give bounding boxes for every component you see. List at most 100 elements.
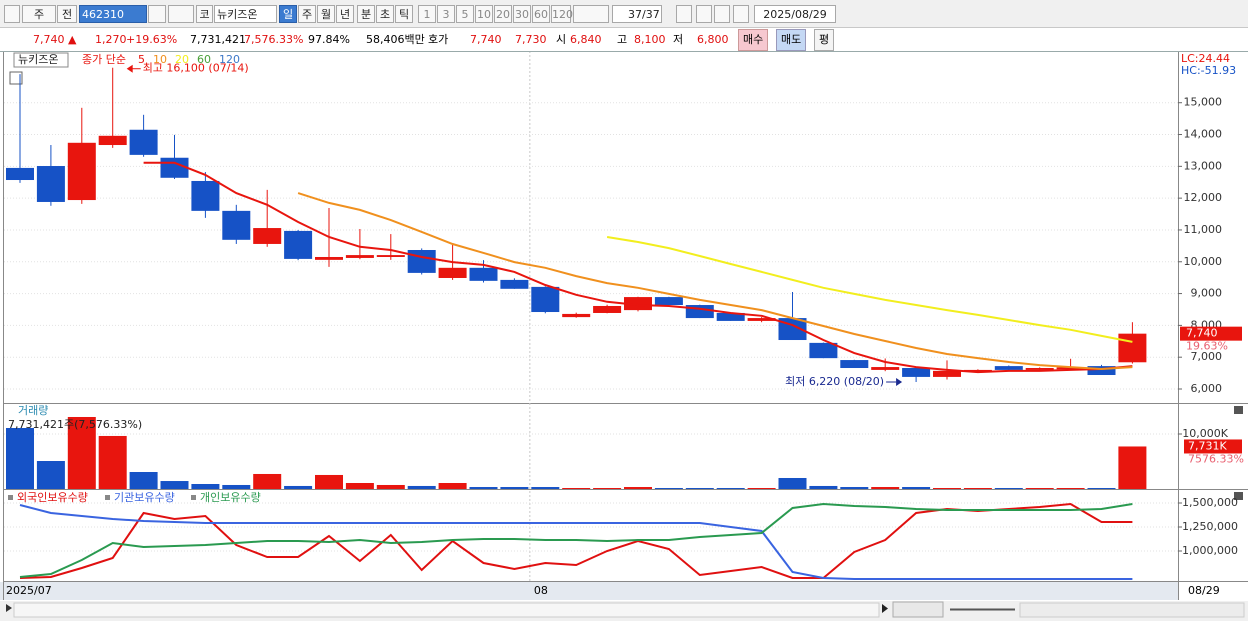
interval-button[interactable]: 20 [494, 5, 512, 23]
table-icon[interactable] [9, 71, 23, 85]
y-tick-label: 9,000 [1191, 287, 1223, 300]
moving-average-line [606, 236, 1133, 343]
code-input[interactable]: 462310 [79, 5, 147, 23]
volume-bar [747, 488, 776, 489]
tool-button[interactable] [696, 5, 712, 23]
period-button[interactable]: 분 [357, 5, 375, 23]
scroll-track[interactable] [13, 602, 880, 618]
period-button[interactable]: 틱 [395, 5, 413, 23]
interval-button[interactable]: 10 [475, 5, 493, 23]
price-tag-label: 7,740 [1186, 327, 1218, 340]
low: 6,800 [697, 33, 729, 46]
settings-button[interactable] [733, 5, 749, 23]
legend-swatch [8, 495, 13, 500]
y-tick-label: 14,000 [1184, 128, 1223, 141]
scroll-left[interactable] [6, 604, 12, 612]
period-button[interactable]: 월 [317, 5, 335, 23]
open-label: 시 [556, 33, 567, 46]
legend-box [13, 52, 69, 68]
ask: 7,740 [470, 33, 502, 46]
interval-button[interactable]: 60 [532, 5, 550, 23]
search-button[interactable] [148, 5, 166, 23]
high: 8,100 [634, 33, 666, 46]
legend-item: 외국인보유수량 [17, 491, 88, 504]
volume-bar [1025, 488, 1054, 489]
y-tick-label: 15,000 [1184, 96, 1223, 109]
candle-body [809, 342, 838, 359]
avg-button[interactable]: 평 [814, 29, 835, 51]
volume-bar [315, 474, 343, 489]
interval-select[interactable] [573, 5, 609, 23]
interval-button[interactable]: 120 [551, 5, 573, 23]
volume-bar [716, 488, 745, 489]
sound-button[interactable] [168, 5, 194, 23]
y-tick-label: 12,000 [1184, 191, 1223, 204]
count-input[interactable]: 37 [612, 5, 642, 23]
interval-button[interactable]: 1 [418, 5, 436, 23]
save-button[interactable] [714, 5, 730, 23]
volume-bar [654, 488, 683, 489]
candle-body [593, 305, 622, 313]
volume-bar [1056, 488, 1085, 489]
x-tick-label: 08 [534, 584, 548, 597]
volume-bar [407, 485, 436, 489]
period-button[interactable]: 일 [279, 5, 297, 23]
volume-bar [685, 488, 714, 489]
volume-bar [624, 487, 652, 489]
volume-bar [6, 427, 34, 489]
date-input[interactable]: 2025/08/29 [754, 5, 836, 23]
buy-button[interactable]: 매수 [738, 29, 769, 51]
candle-body [840, 360, 869, 369]
legend-swatch [105, 495, 110, 500]
tool-icons[interactable] [1019, 602, 1245, 618]
volume-tag-label: 7,731K [1188, 439, 1227, 452]
candle-body [747, 318, 776, 321]
interval-button[interactable]: 30 [513, 5, 531, 23]
y-tick-label: 11,000 [1184, 223, 1223, 236]
sell-button[interactable]: 매도 [776, 29, 807, 51]
period-button[interactable]: 주 [298, 5, 316, 23]
x-tick-label: 08/29 [1188, 584, 1220, 597]
tool-button[interactable] [676, 5, 692, 23]
close-panel-button[interactable] [1234, 406, 1243, 414]
y-tick-label: 7,000 [1191, 350, 1223, 363]
amount: 58,406백만 [366, 33, 425, 46]
interval-button[interactable]: 3 [437, 5, 455, 23]
code-type-button[interactable]: 코 [196, 5, 213, 23]
menu-icon[interactable] [4, 5, 20, 23]
moving-average-line [143, 161, 1133, 374]
candle-body [562, 313, 591, 318]
candle-body [253, 228, 282, 244]
candle-body [500, 279, 529, 289]
interval-button[interactable]: 5 [456, 5, 474, 23]
y-tick-label: 6,000 [1191, 382, 1223, 395]
y-tick-label: 1,500,000 [1182, 496, 1238, 509]
stock-name[interactable]: 뉴키즈온 [214, 5, 277, 23]
legend-item: 개인보유수량 [200, 491, 261, 504]
candle-body [222, 210, 251, 240]
volume-rate: 7,576.33% [244, 33, 304, 46]
volume-bar [562, 488, 591, 489]
period-button[interactable]: 초 [376, 5, 394, 23]
candle-body [531, 286, 560, 313]
volume-bar [1087, 488, 1116, 489]
volume-bar [531, 487, 560, 489]
volume-bar [963, 488, 992, 489]
period-button[interactable]: 년 [336, 5, 354, 23]
volume-bar [284, 485, 313, 489]
close-panel-button[interactable] [1234, 492, 1243, 500]
scope-select[interactable]: 전 [57, 5, 77, 23]
volume-bar [98, 435, 127, 489]
volume: 7,731,421 [190, 33, 246, 46]
volume-bar [1118, 446, 1147, 489]
volume-bar [438, 483, 467, 489]
legend-item: 기관보유수량 [114, 491, 175, 504]
volume-bar [469, 487, 498, 489]
high-note: 최고 16,100 (07/14) [143, 62, 249, 75]
candle-body [1118, 333, 1147, 363]
market-select[interactable]: 주 [22, 5, 56, 23]
candle-body [284, 230, 313, 259]
scroll-right[interactable] [882, 604, 888, 613]
play-controls[interactable] [892, 601, 944, 618]
